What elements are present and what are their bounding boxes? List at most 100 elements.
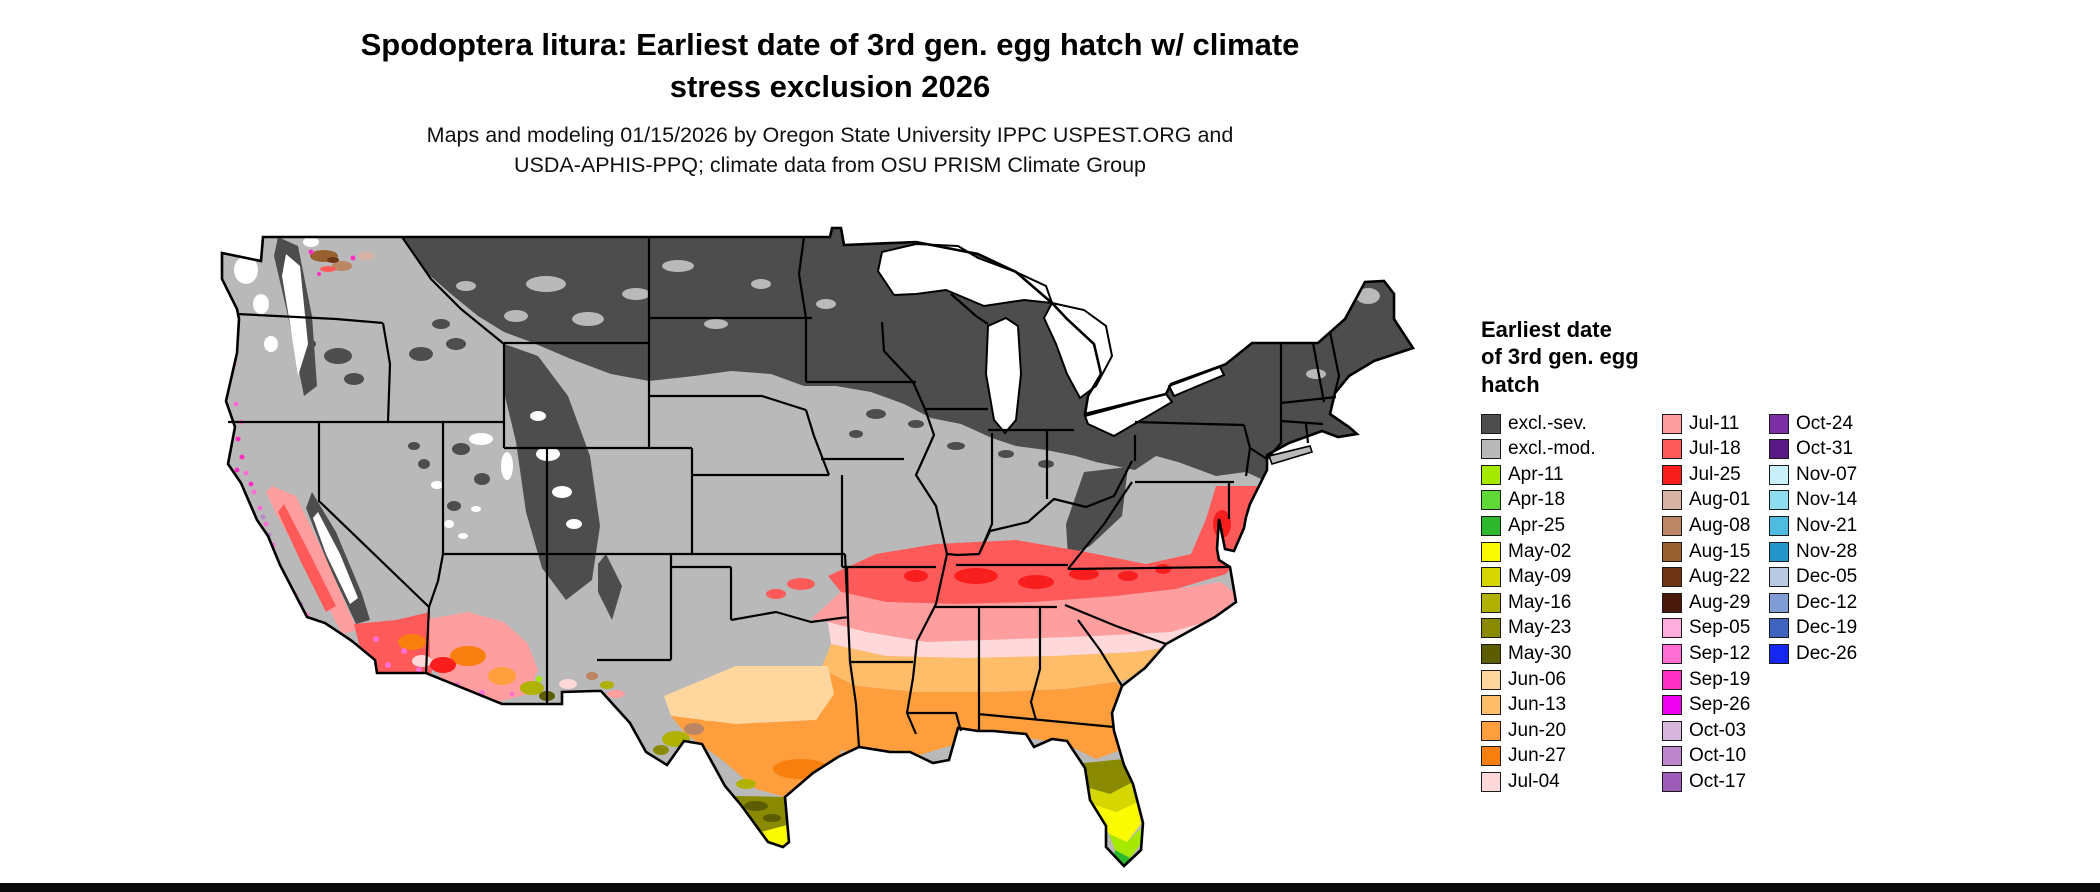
california-date-regions [234,436,432,673]
legend-label: excl.-mod. [1508,438,1596,460]
legend-swatch [1662,413,1682,434]
legend-label: Dec-19 [1796,617,1858,639]
legend-swatch [1481,720,1501,741]
legend-item: May-02 [1481,539,1646,565]
legend-label: Nov-21 [1796,514,1858,536]
legend-swatch [1769,439,1789,460]
legend-swatch [1481,464,1501,485]
legend-label: excl.-sev. [1508,412,1587,434]
legend-label: Aug-15 [1689,540,1751,562]
legend-label: May-02 [1508,540,1572,562]
legend-item: Jun-20 [1481,718,1646,744]
legend-swatch [1662,541,1682,562]
legend-item: Dec-26 [1769,641,1857,667]
legend-label: Jun-13 [1508,694,1567,716]
legend-label: Nov-07 [1796,463,1858,485]
legend-item: Oct-31 [1769,436,1857,462]
legend-label: Apr-25 [1508,514,1566,536]
legend-item: May-09 [1481,564,1646,590]
legend-swatch [1481,695,1501,716]
legend-item: Dec-12 [1769,590,1857,616]
legend-label: Jul-11 [1689,412,1740,434]
legend-swatch [1662,618,1682,639]
us-map [216,224,1420,884]
legend-swatch [1662,490,1682,511]
legend-item: Aug-08 [1662,513,1753,539]
legend-label: Dec-26 [1796,642,1858,664]
legend-title-line1: Earliest date [1481,317,1612,342]
legend-item: Sep-05 [1662,616,1753,642]
legend-item: Sep-26 [1662,692,1753,718]
legend-column-1: excl.-sev. excl.-mod. Apr-11 Apr-18 Apr-25 Ma… [1481,411,1646,795]
legend-label: May-09 [1508,566,1572,588]
legend-swatch [1481,490,1501,511]
legend-item: Aug-22 [1662,564,1753,590]
legend-swatch [1662,643,1682,664]
legend-column-2: Jul-11 Jul-18 Jul-25 Aug-01 Aug-08 Aug-15 Aug-… [1662,411,1753,795]
legend-title: Earliest date of 3rd gen. egg hatch [1481,316,1921,398]
legend-swatch [1481,746,1501,767]
no-data-white-patches [234,237,582,604]
legend-label: May-16 [1508,591,1572,613]
legend-swatch [1662,695,1682,716]
legend-swatch [1481,643,1501,664]
legend-swatch [1662,439,1682,460]
legend-label: Oct-10 [1689,745,1747,767]
lake-michigan [984,316,1023,435]
legend-swatch [1769,643,1789,664]
legend-item: Jun-13 [1481,692,1646,718]
long-island [1267,445,1314,465]
legend-swatch [1769,413,1789,434]
legend-title-line3: hatch [1481,371,1540,397]
legend-swatch [1662,567,1682,588]
map-subtitle-line1: Maps and modeling 01/15/2026 by Oregon S… [426,123,1234,148]
legend-label: Nov-28 [1796,540,1858,562]
legend-item: excl.-mod. [1481,436,1646,462]
legend-item: Apr-25 [1481,513,1646,539]
legend-item: Jul-04 [1481,769,1646,795]
legend-swatch [1662,746,1682,767]
legend-label: Oct-24 [1796,412,1854,434]
legend-swatch [1662,720,1682,741]
legend-label: Jul-25 [1689,463,1741,485]
legend-swatch [1769,515,1789,536]
legend-label: Apr-18 [1508,489,1566,511]
legend-swatch [1662,771,1682,792]
legend-item: Jun-27 [1481,744,1646,770]
norcal-coast-dots [234,436,254,487]
florida-date-bands [1074,759,1141,866]
legend-swatch [1481,592,1501,613]
us-map-svg [220,226,1415,868]
legend-item: Nov-21 [1769,513,1857,539]
legend-item: Dec-05 [1769,564,1857,590]
legend-label: Aug-08 [1689,514,1751,536]
legend-swatch [1662,592,1682,613]
legend-label: Aug-29 [1689,591,1751,613]
legend-swatch [1481,771,1501,792]
legend-swatch [1481,515,1501,536]
legend-swatch [1662,669,1682,690]
legend-item: Apr-18 [1481,488,1646,514]
legend-swatch [1481,413,1501,434]
legend-label: Nov-14 [1796,489,1858,511]
legend-label: Dec-05 [1796,566,1858,588]
legend-item: Oct-17 [1662,769,1753,795]
legend-label: Sep-19 [1689,668,1751,690]
oklahoma-red-patches [766,578,815,599]
legend-label: Dec-12 [1796,591,1858,613]
legend-label: Oct-17 [1689,770,1747,792]
legend-item: Sep-12 [1662,641,1753,667]
texas-date-bands [607,666,841,847]
legend-title-line2: of 3rd gen. egg [1481,344,1639,370]
legend-item: Aug-29 [1662,590,1753,616]
legend-label: Sep-05 [1689,617,1751,639]
legend-swatch [1769,567,1789,588]
legend-label: Jun-06 [1508,668,1567,690]
legend-columns: excl.-sev. excl.-mod. Apr-11 Apr-18 Apr-25 Ma… [1481,411,1921,795]
legend-item: May-16 [1481,590,1646,616]
header: Spodoptera litura: Earliest date of 3rd … [115,24,1545,180]
legend-item: Oct-10 [1662,744,1753,770]
legend: Earliest date of 3rd gen. egg hatch excl… [1481,316,1921,795]
legend-item: Nov-14 [1769,488,1857,514]
legend-item: Jul-11 [1662,411,1753,437]
